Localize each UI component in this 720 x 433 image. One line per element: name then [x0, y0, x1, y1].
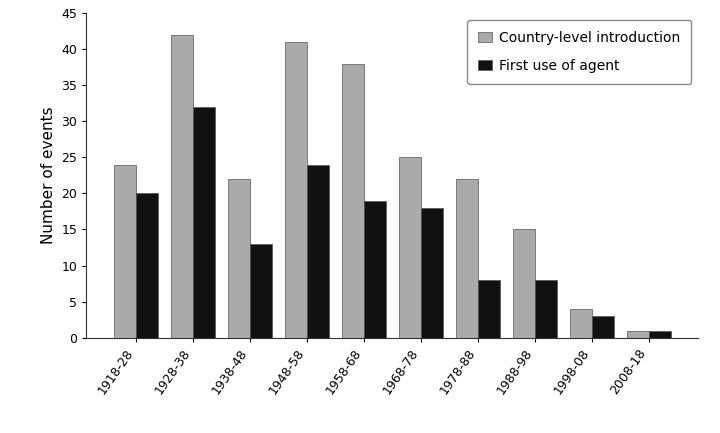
Bar — [400, 157, 421, 338]
Bar — [592, 316, 613, 338]
Y-axis label: Number of events: Number of events — [41, 107, 56, 244]
Bar — [136, 194, 158, 338]
Bar — [456, 179, 478, 338]
Bar — [364, 200, 385, 338]
Bar — [307, 165, 328, 338]
Bar — [342, 64, 364, 338]
Bar — [535, 280, 557, 338]
Bar — [285, 42, 307, 338]
Legend: Country-level introduction, First use of agent: Country-level introduction, First use of… — [467, 20, 691, 84]
Bar — [114, 165, 136, 338]
Bar — [627, 330, 649, 338]
Bar — [570, 309, 592, 338]
Bar — [193, 107, 215, 338]
Bar — [421, 208, 443, 338]
Bar — [228, 179, 250, 338]
Bar — [250, 244, 271, 338]
Bar — [649, 330, 670, 338]
Bar — [171, 35, 193, 338]
Bar — [513, 229, 535, 338]
Bar — [478, 280, 500, 338]
